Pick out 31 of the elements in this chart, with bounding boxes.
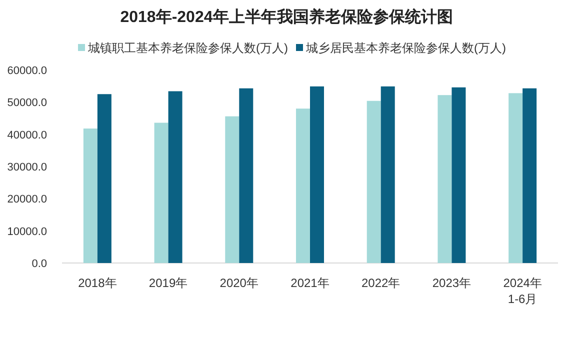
chart-title: 2018年-2024年上半年我国养老保险参保统计图 [120, 7, 453, 26]
bar [296, 108, 310, 263]
legend-label: 城镇职工基本养老保险参保人数(万人) [87, 41, 288, 55]
bar [83, 128, 98, 263]
x-tick-label: 2024年 1-6月 [503, 276, 542, 306]
y-tick-label: 10000.0 [7, 226, 47, 238]
bar [239, 88, 254, 263]
bar [522, 88, 537, 263]
bar [366, 100, 381, 263]
y-tick-label: 60000.0 [7, 65, 47, 77]
x-tick-label: 2022年 [362, 276, 400, 290]
bar [310, 86, 324, 263]
y-tick-label: 30000.0 [7, 162, 47, 174]
x-tick-label: 2023年 [432, 276, 472, 290]
legend-label: 城乡居民基本养老保险参保人数(万人) [305, 41, 506, 55]
y-tick-label: 50000.0 [7, 97, 47, 110]
x-tick-label: 2021年 [290, 276, 330, 290]
bar [168, 91, 182, 263]
x-tick-label: 2018年 [78, 276, 117, 290]
y-tick-label: 0.0 [32, 258, 47, 270]
bar [508, 93, 523, 263]
bar [97, 94, 112, 263]
bar [452, 87, 466, 263]
y-tick-label: 40000.0 [7, 129, 47, 142]
bar [438, 95, 452, 263]
bar [154, 122, 168, 263]
y-tick-label: 20000.0 [7, 194, 47, 206]
x-tick-label: 2019年 [148, 276, 188, 290]
bar [380, 86, 395, 263]
x-tick-label: 2020年 [220, 276, 258, 290]
bar [225, 116, 240, 263]
